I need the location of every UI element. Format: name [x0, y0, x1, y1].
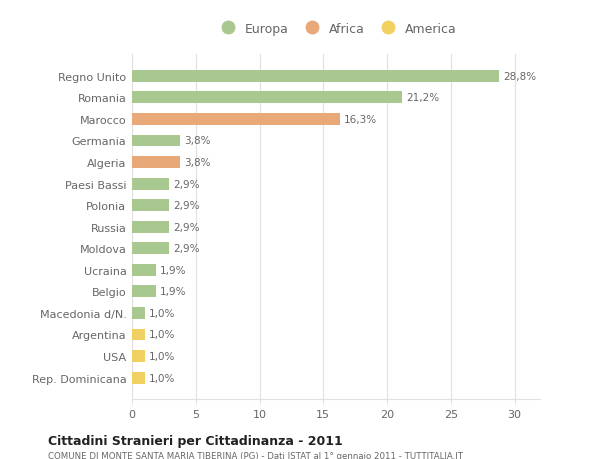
Text: 2,9%: 2,9%: [173, 179, 199, 189]
Bar: [132, 286, 156, 297]
Text: 2,9%: 2,9%: [173, 201, 199, 211]
Text: 1,0%: 1,0%: [149, 373, 175, 383]
Text: 16,3%: 16,3%: [344, 115, 377, 125]
Bar: [132, 92, 403, 104]
Text: 2,9%: 2,9%: [173, 244, 199, 254]
Bar: [132, 157, 181, 168]
Bar: [132, 200, 169, 212]
Bar: [132, 114, 340, 126]
Bar: [132, 264, 156, 276]
Bar: [132, 243, 169, 255]
Bar: [132, 329, 145, 341]
Text: 1,9%: 1,9%: [160, 265, 187, 275]
Text: Cittadini Stranieri per Cittadinanza - 2011: Cittadini Stranieri per Cittadinanza - 2…: [48, 434, 343, 447]
Text: 1,0%: 1,0%: [149, 351, 175, 361]
Text: 28,8%: 28,8%: [503, 72, 536, 82]
Text: 1,0%: 1,0%: [149, 308, 175, 318]
Text: COMUNE DI MONTE SANTA MARIA TIBERINA (PG) - Dati ISTAT al 1° gennaio 2011 - TUTT: COMUNE DI MONTE SANTA MARIA TIBERINA (PG…: [48, 451, 463, 459]
Text: 3,8%: 3,8%: [184, 136, 211, 146]
Legend: Europa, Africa, America: Europa, Africa, America: [213, 20, 459, 38]
Bar: [132, 350, 145, 362]
Text: 1,9%: 1,9%: [160, 287, 187, 297]
Text: 1,0%: 1,0%: [149, 330, 175, 340]
Bar: [132, 308, 145, 319]
Text: 2,9%: 2,9%: [173, 222, 199, 232]
Bar: [132, 372, 145, 384]
Bar: [132, 221, 169, 233]
Bar: [132, 71, 499, 83]
Text: 3,8%: 3,8%: [184, 158, 211, 168]
Bar: [132, 178, 169, 190]
Bar: [132, 135, 181, 147]
Text: 21,2%: 21,2%: [406, 93, 439, 103]
